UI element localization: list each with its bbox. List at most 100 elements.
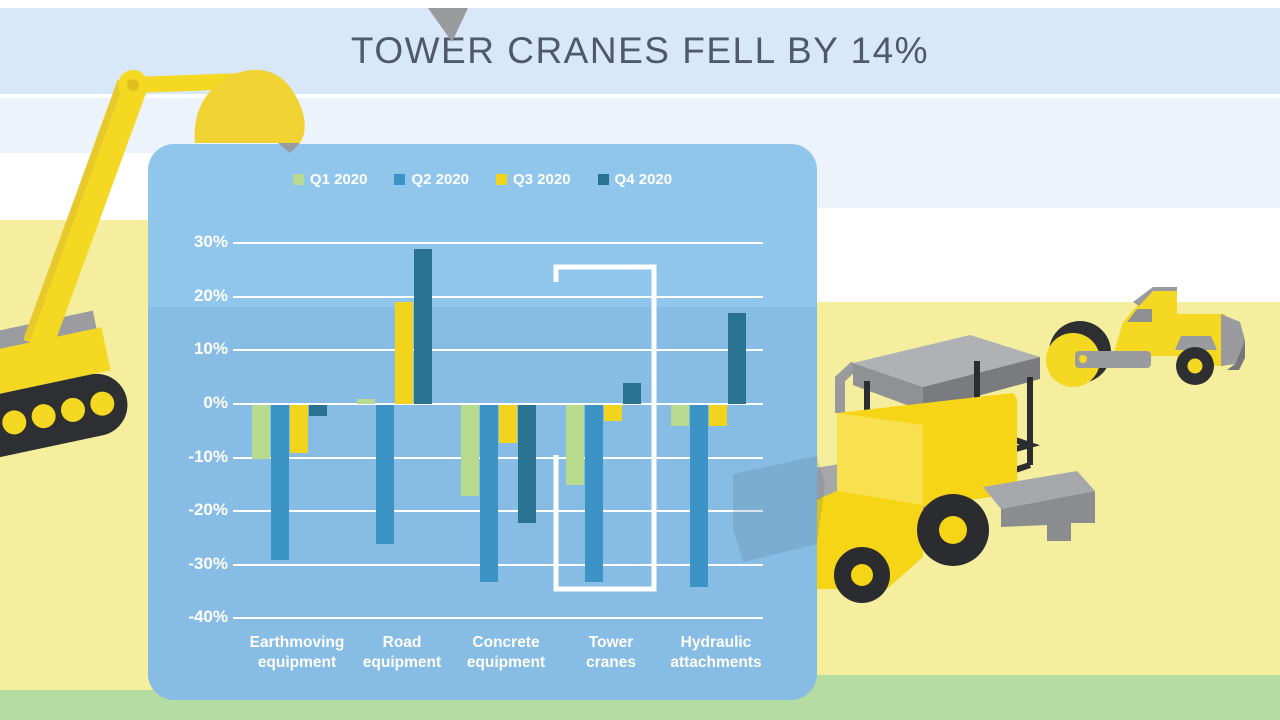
legend-item: Q3 2020 — [496, 171, 571, 188]
bar-q12020-3 — [565, 405, 584, 486]
paver-body-front — [837, 413, 923, 507]
x-category-label: Road equipment — [327, 633, 477, 673]
roller-cab — [1113, 291, 1177, 356]
gridline — [233, 456, 763, 459]
x-category-label: Hydraulic attachments — [641, 633, 791, 673]
road-roller-illustration — [1046, 287, 1245, 387]
x-category-line: cranes — [586, 654, 636, 671]
y-tick-label: 0% — [203, 393, 228, 412]
excavator-undercarriage — [0, 310, 128, 461]
paver-front-hub — [851, 564, 873, 586]
gridline — [233, 242, 763, 245]
gridline — [233, 617, 763, 620]
bar-q32020-2 — [498, 405, 517, 443]
legend-swatch — [496, 174, 507, 185]
legend-label: Q1 2020 — [309, 171, 368, 188]
y-tick-label: 30% — [193, 232, 228, 252]
excavator-pivot-pin — [127, 79, 139, 91]
hopper-ghost-overlay — [733, 456, 825, 562]
bar-q22020-4 — [689, 405, 708, 588]
paver-screed-body — [1001, 491, 1095, 541]
bar-q22020-0 — [270, 405, 289, 561]
bar-q42020-1 — [413, 248, 432, 404]
legend-swatch — [394, 174, 406, 185]
legend-swatch — [597, 174, 609, 185]
bar-q12020-0 — [251, 405, 270, 459]
paver-roof-front — [853, 363, 923, 411]
legend-label: Q2 2020 — [411, 171, 469, 188]
legend-label: Q3 2020 — [513, 171, 571, 188]
gridline — [233, 510, 763, 513]
excavator-boom — [23, 79, 148, 351]
y-tick-label: 10% — [193, 339, 228, 359]
bar-q42020-4 — [727, 312, 746, 404]
bar-q22020-2 — [479, 405, 498, 582]
bar-chart: Q1 2020 Q2 2020 Q3 2020 Q4 2020 30% 20% 10% 0% -… — [148, 144, 817, 700]
y-tick-label: 20% — [193, 285, 228, 305]
y-tick-label: -20% — [188, 500, 228, 520]
crane-attachment — [428, 8, 468, 42]
x-category-line: Road — [382, 634, 422, 651]
bar-q12020-1 — [356, 398, 375, 404]
x-category-label: Earthmoving equipment — [222, 633, 372, 673]
gridline — [233, 563, 763, 566]
excavator-illustration — [0, 8, 468, 461]
bg-top-white — [0, 0, 1280, 8]
roller-mudguard — [1175, 336, 1217, 350]
y-tick-label: -40% — [188, 607, 228, 627]
roller-axle-hole — [1079, 355, 1087, 363]
bar-q32020-3 — [603, 405, 622, 422]
highlight-bracket — [553, 264, 657, 592]
excavator-bucket-tooth — [278, 143, 300, 153]
x-category-line: Hydraulic — [680, 634, 752, 651]
paver-screed-top — [983, 471, 1095, 509]
x-category-line: equipment — [466, 654, 546, 671]
x-category-line: equipment — [257, 654, 337, 671]
bar-q32020-1 — [394, 302, 413, 404]
roller-axle-bar — [1075, 351, 1151, 368]
bar-q12020-4 — [670, 405, 689, 427]
roller-hood — [1221, 314, 1245, 366]
paver-rear-hub — [939, 516, 967, 544]
roller-window — [1127, 309, 1152, 322]
x-category-line: attachments — [670, 654, 762, 671]
excavator-boom-shade — [23, 79, 125, 341]
excavator-bucket — [194, 69, 305, 143]
bar-q22020-1 — [375, 405, 394, 545]
paver-machine-illustration — [753, 335, 1095, 603]
paver-exhaust — [835, 361, 859, 413]
legend-swatch — [292, 174, 304, 185]
legend-item: Q4 2020 — [597, 171, 673, 188]
legend-label: Q4 2020 — [614, 171, 673, 188]
paver-roof-top — [853, 335, 1040, 387]
paver-roof-right — [923, 357, 1040, 411]
y-tick-label: -30% — [188, 553, 228, 573]
bar-q32020-0 — [289, 405, 308, 454]
gridline — [233, 403, 763, 405]
bar-q22020-3 — [584, 405, 603, 582]
y-tick-label: -10% — [188, 446, 228, 466]
gridline — [233, 295, 763, 298]
roller-hood-shadow — [1227, 340, 1245, 370]
x-category-label: Concrete equipment — [431, 633, 581, 673]
bar-q42020-3 — [622, 382, 641, 404]
gridline — [233, 349, 763, 352]
bar-q12020-2 — [460, 405, 479, 497]
chart-legend: Q1 2020 Q2 2020 Q3 2020 Q4 2020 — [148, 171, 817, 188]
x-category-line: Tower — [588, 634, 634, 651]
x-category-label: Tower cranes — [536, 633, 686, 673]
page-title: TOWER CRANES FELL BY 14% — [350, 30, 930, 71]
roller-rear-hub — [1187, 358, 1203, 374]
legend-item: Q2 2020 — [394, 171, 469, 188]
bg-gap-white — [0, 94, 1280, 98]
roller-roof — [1133, 287, 1177, 306]
bar-q32020-4 — [708, 405, 727, 427]
legend-item: Q1 2020 — [292, 171, 368, 188]
x-category-line: Concrete — [472, 634, 540, 651]
x-category-line: equipment — [362, 654, 442, 671]
bar-q42020-2 — [517, 405, 536, 523]
roller-drum — [1046, 333, 1100, 387]
x-category-line: Earthmoving — [249, 634, 345, 651]
bar-q42020-0 — [308, 405, 327, 416]
